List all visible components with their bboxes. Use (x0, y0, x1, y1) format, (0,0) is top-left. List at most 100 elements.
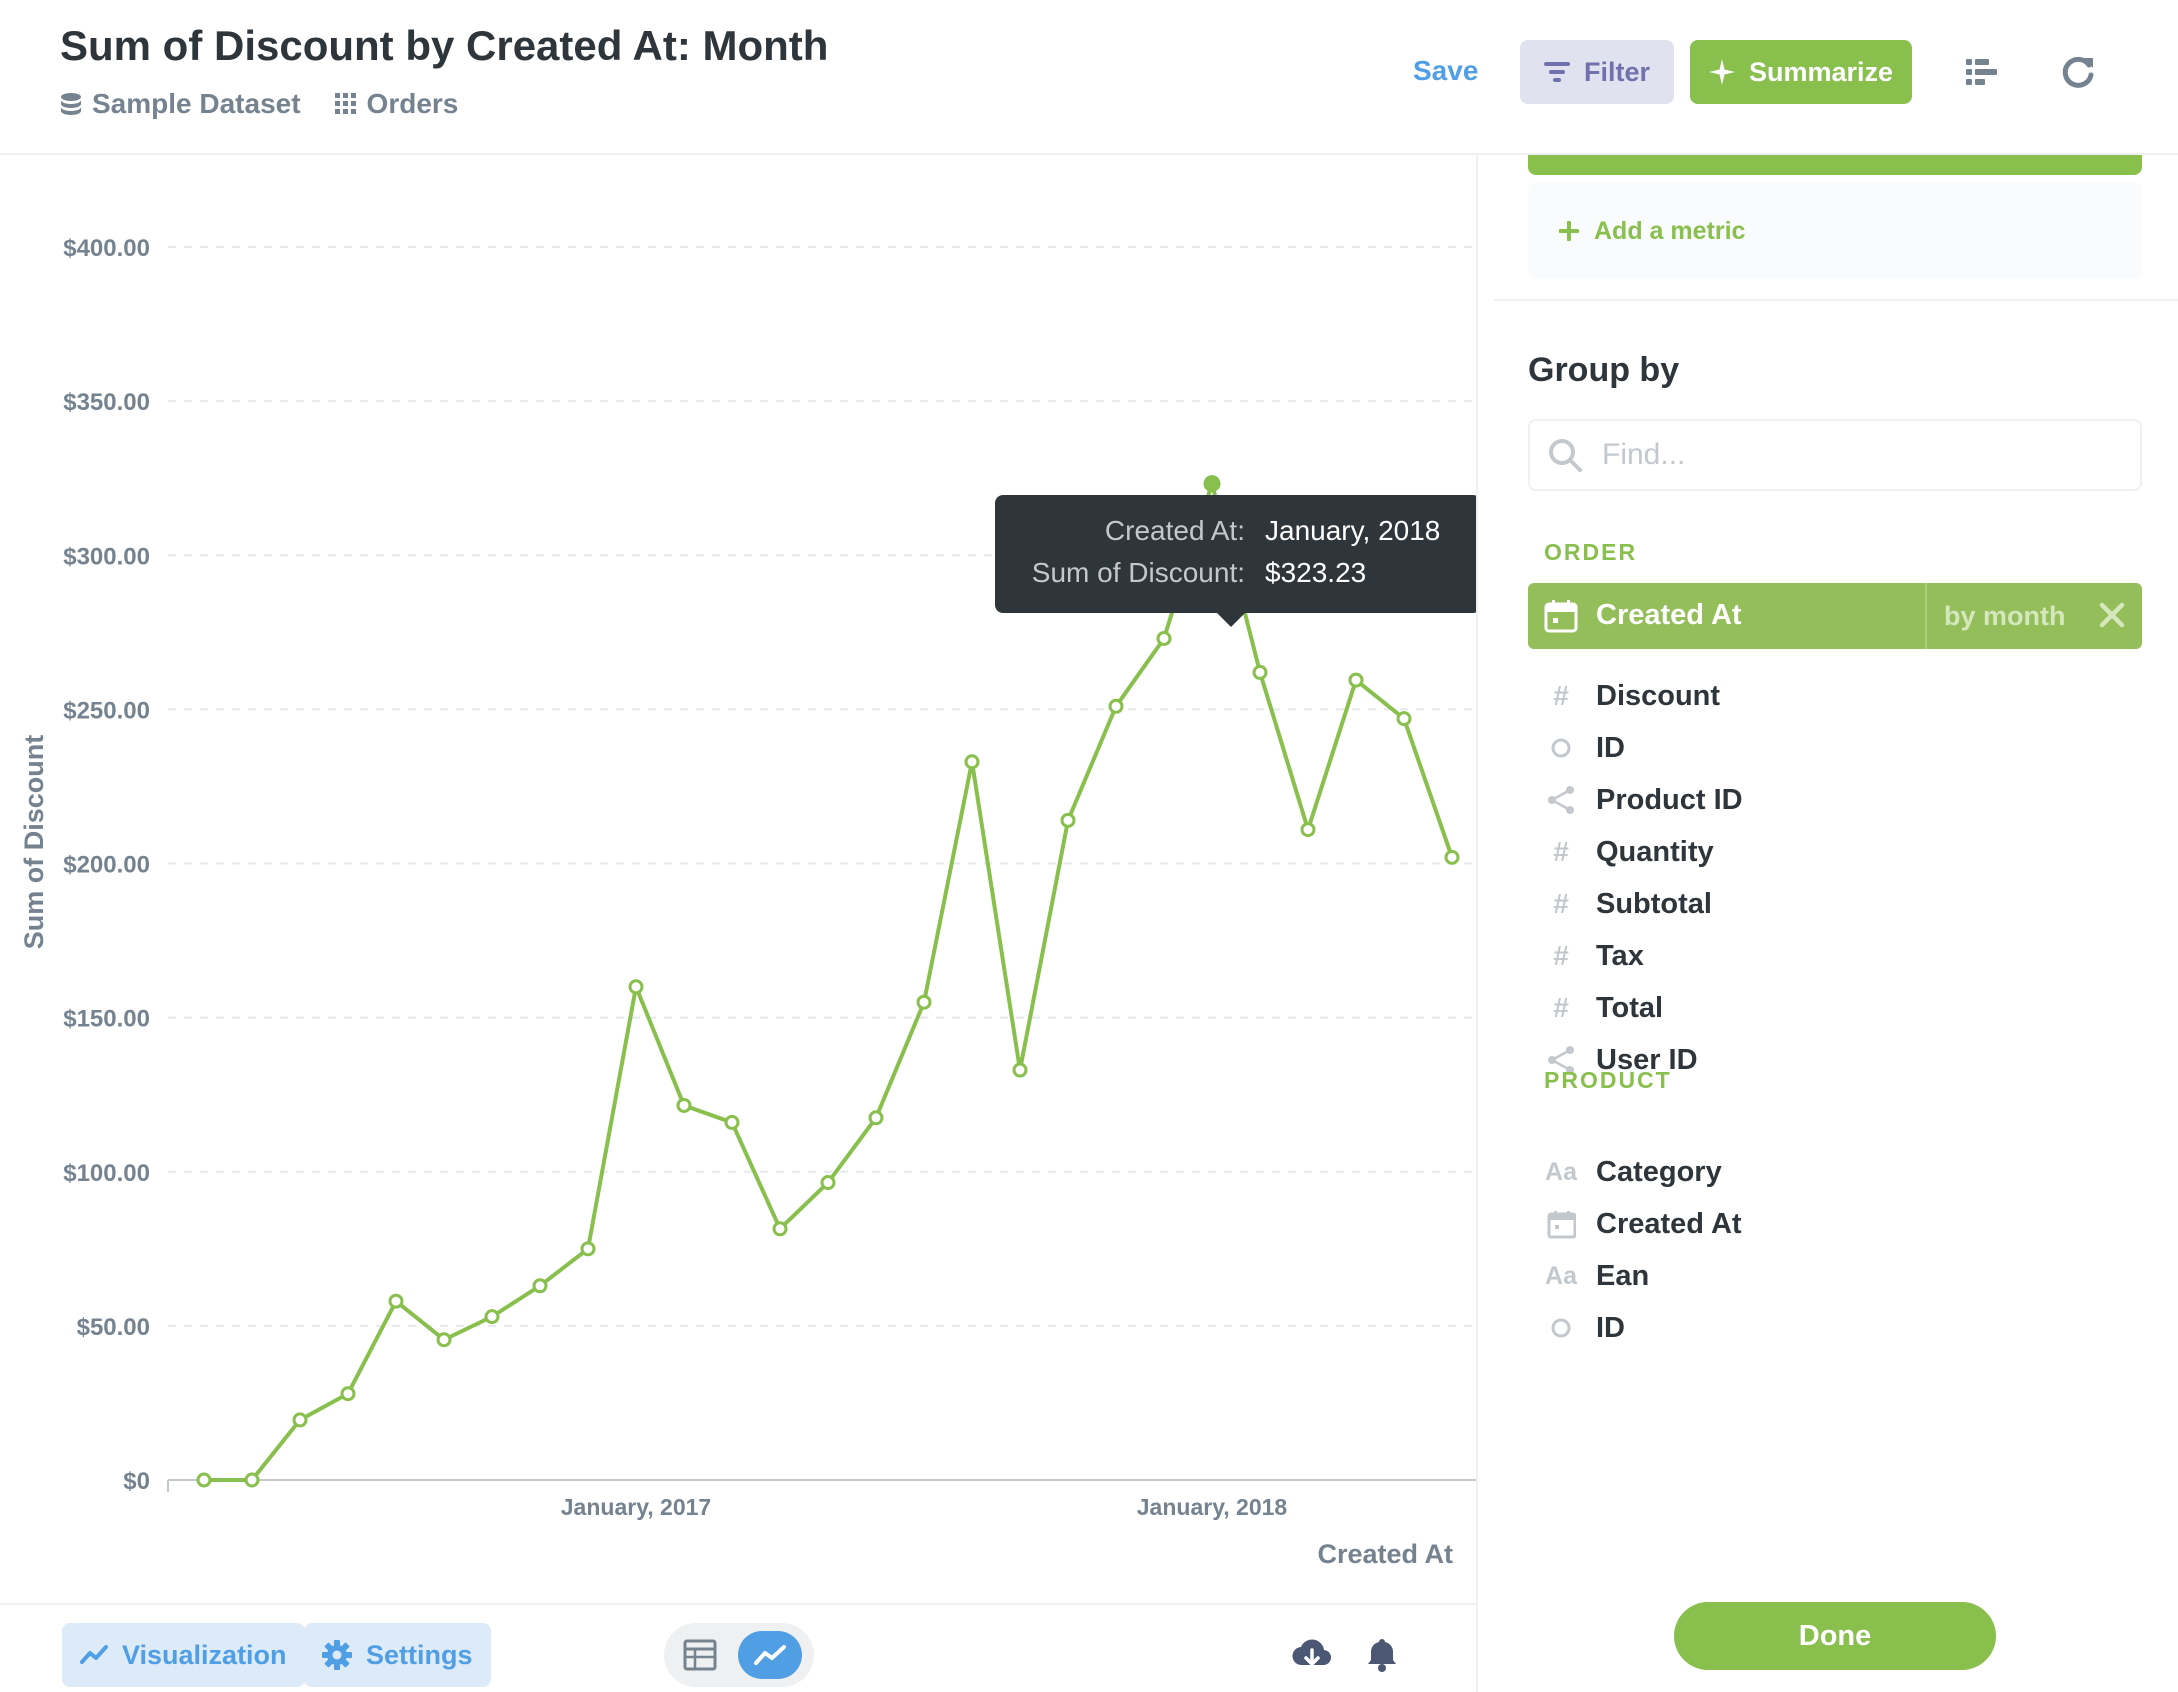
data-point[interactable] (292, 1412, 308, 1428)
field-label: Ean (1596, 1259, 1650, 1292)
field-item[interactable]: # Quantity (1528, 823, 2142, 881)
calendar-icon-wrapper (1536, 1204, 1586, 1244)
breadcrumb-table-label: Orders (366, 88, 459, 119)
close-icon[interactable] (2096, 599, 2128, 631)
group-by-title: Group by (1528, 351, 1680, 389)
data-point[interactable] (724, 1114, 740, 1130)
field-item[interactable]: Product ID (1528, 771, 2142, 829)
summarize-button[interactable]: Summarize (1690, 40, 1912, 104)
search-icon (1549, 439, 1582, 472)
data-point[interactable] (868, 1110, 884, 1126)
done-button[interactable]: Done (1674, 1602, 1996, 1670)
metric-sum-of-discount[interactable] (1528, 155, 2142, 175)
data-point[interactable] (964, 754, 980, 770)
breadcrumb: Sample Dataset Orders (60, 88, 492, 120)
data-point[interactable] (1012, 1062, 1028, 1078)
filter-button[interactable]: Filter (1520, 40, 1674, 104)
save-button[interactable]: Save (1413, 55, 1479, 86)
query-header: Sum of Discount by Created At: Month Sam… (0, 0, 2178, 155)
field-item[interactable]: # Tax (1528, 927, 2142, 985)
y-tick-label: $100.00 (63, 1160, 150, 1187)
bell-icon[interactable] (1362, 1635, 1402, 1675)
visualization-button-label: Visualization (122, 1639, 287, 1670)
data-point[interactable] (196, 1472, 212, 1488)
data-point[interactable] (1396, 711, 1412, 727)
connections-icon (1548, 786, 1574, 814)
field-label: Subtotal (1596, 887, 1712, 920)
data-point[interactable] (1252, 664, 1268, 680)
field-search (1528, 419, 2142, 491)
id-icon-wrapper (1536, 728, 1586, 768)
data-point[interactable] (1060, 812, 1076, 828)
field-label: Total (1596, 991, 1664, 1024)
data-point[interactable] (244, 1472, 260, 1488)
id-icon (1551, 1318, 1571, 1338)
data-point[interactable] (436, 1332, 452, 1348)
notebook-editor-button[interactable] (1962, 52, 2002, 92)
data-point[interactable] (1300, 822, 1316, 838)
data-point[interactable] (1108, 698, 1124, 714)
field-label: Created At (1596, 1207, 1742, 1240)
refresh-icon (2062, 56, 2094, 88)
page-title: Sum of Discount by Created At: Month (60, 22, 829, 69)
y-tick-label: $250.00 (63, 697, 150, 724)
y-tick-label: $50.00 (77, 1314, 150, 1341)
field-item[interactable]: # Discount (1528, 667, 2142, 725)
summarize-sidebar: Add a metric Group by ORDER Created At b… (1476, 155, 2178, 1692)
data-point[interactable] (388, 1293, 404, 1309)
series-line (204, 481, 1454, 1482)
data-point[interactable] (1444, 849, 1460, 865)
data-point[interactable] (676, 1097, 692, 1113)
settings-button-label: Settings (366, 1639, 473, 1670)
breadcrumb-database[interactable]: Sample Dataset (60, 88, 301, 120)
table-view-icon[interactable] (682, 1637, 718, 1673)
selected-breakout-created-at[interactable]: Created At by month (1528, 583, 2142, 649)
data-point[interactable] (628, 979, 644, 995)
sidebar-divider (1494, 299, 2178, 301)
field-item[interactable]: Created At (1528, 1195, 2142, 1253)
field-label: User ID (1596, 1043, 1698, 1076)
search-input[interactable] (1602, 438, 2102, 472)
field-item[interactable]: Aa Ean (1528, 1247, 2142, 1305)
notebook-icon (1966, 59, 1997, 85)
field-item[interactable]: Aa Category (1528, 1143, 2142, 1201)
view-footer: Visualization Settings (0, 1603, 1476, 1692)
data-point[interactable] (820, 1175, 836, 1191)
field-item[interactable]: ID (1528, 719, 2142, 777)
data-point[interactable] (532, 1278, 548, 1294)
calendar-icon (1547, 1211, 1576, 1239)
download-icon[interactable] (1292, 1635, 1332, 1675)
table-grid-icon (334, 93, 356, 114)
field-item[interactable]: # Subtotal (1528, 875, 2142, 933)
line-chart[interactable]: $0 $50.00 $100.00 $150.00 $200.00 $250.00 $300… (0, 157, 1476, 1603)
data-point[interactable] (916, 994, 932, 1010)
line-chart-icon (754, 1645, 786, 1665)
x-axis-title: Created At (1317, 1539, 1453, 1569)
number-icon: # (1553, 836, 1569, 867)
data-point[interactable] (772, 1221, 788, 1237)
add-metric-label: Add a metric (1594, 216, 1746, 245)
field-item[interactable]: ID (1528, 1299, 2142, 1357)
settings-button[interactable]: Settings (304, 1623, 491, 1687)
number-icon: # (1553, 680, 1569, 711)
data-point[interactable] (340, 1386, 356, 1402)
data-point[interactable] (580, 1241, 596, 1257)
breadcrumb-table[interactable]: Orders (334, 88, 459, 120)
data-point[interactable] (484, 1309, 500, 1325)
data-point-highlighted[interactable] (1203, 475, 1221, 493)
field-label: ID (1596, 731, 1625, 764)
y-tick-label: $400.00 (63, 235, 150, 262)
temporal-bucket-picker[interactable]: by month (1944, 601, 2066, 631)
connections-icon-wrapper (1536, 1040, 1586, 1080)
refresh-button[interactable] (2058, 52, 2098, 92)
data-point[interactable] (1156, 630, 1172, 646)
filter-icon (1543, 62, 1570, 82)
field-item[interactable]: # Total (1528, 979, 2142, 1037)
x-tick-label: January, 2017 (561, 1494, 711, 1520)
field-item[interactable]: User ID (1528, 1031, 2142, 1089)
filter-button-label: Filter (1583, 56, 1650, 87)
chart-view-toggle[interactable] (738, 1631, 802, 1679)
data-point[interactable] (1348, 672, 1364, 688)
visualization-button[interactable]: Visualization (62, 1623, 305, 1687)
add-metric-button[interactable]: Add a metric (1528, 183, 2142, 279)
